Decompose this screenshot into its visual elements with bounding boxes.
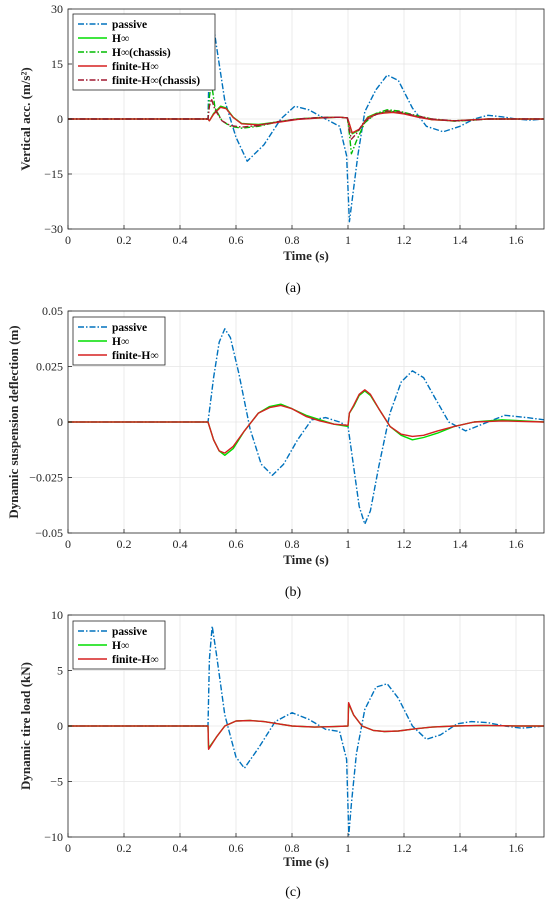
legend-entry: H∞ — [112, 336, 129, 348]
x-tick-label: 0.8 — [285, 537, 300, 551]
legend: passive H∞ finite-H∞ — [72, 316, 166, 366]
x-tick-label: 0.2 — [117, 841, 132, 855]
legend: passive H∞ H∞(chassis) finite-H∞ finite-H∞(c… — [72, 13, 216, 91]
x-tick-label: 0.8 — [285, 841, 300, 855]
x-tick-label: 0.6 — [229, 537, 244, 551]
legend-entry: finite-H∞ — [112, 654, 159, 666]
y-tick-label: −15 — [44, 167, 63, 181]
y-tick-label: 0.025 — [36, 360, 63, 374]
y-tick-label: 0.05 — [42, 304, 63, 318]
legend-entry: finite-H∞(chassis) — [112, 75, 200, 87]
y-tick-label: −0.05 — [35, 526, 63, 540]
series-line-passive — [68, 328, 545, 525]
y-tick-label: 10 — [51, 608, 63, 622]
x-tick-label: 0 — [65, 841, 71, 855]
x-tick-label: 0 — [65, 233, 71, 247]
x-tick-label: 1 — [345, 841, 351, 855]
series-line-finite-H∞ — [68, 702, 544, 750]
x-tick-label: 1.6 — [509, 537, 524, 551]
x-tick-label: 1.4 — [453, 537, 468, 551]
series-group — [68, 625, 545, 836]
y-tick-label: −0.025 — [29, 471, 63, 485]
y-tick-label: 5 — [57, 664, 63, 678]
series-line-passive — [68, 15, 545, 223]
y-tick-label: −5 — [50, 775, 63, 789]
y-tick-label: −10 — [44, 830, 63, 844]
series-line-finite-H∞(chassis) — [68, 98, 544, 140]
series-line-finite-H∞ — [68, 389, 545, 454]
legend: passive H∞ finite-H∞ — [72, 620, 166, 670]
x-tick-label: 1 — [345, 233, 351, 247]
x-tick-label: 0.4 — [173, 537, 188, 551]
x-tick-label: 0.6 — [229, 841, 244, 855]
x-tick-label: 1 — [345, 537, 351, 551]
x-axis-label: Time (s) — [283, 854, 329, 869]
ticks: 0 0.2 0.4 0.6 0.8 1 1.2 1.4 1.6 −30 −15 0 15 30 — [44, 2, 523, 247]
series-line-passive — [68, 625, 545, 836]
legend-entry: passive — [112, 626, 147, 638]
panel-label: (a) — [285, 281, 301, 296]
y-tick-label: 15 — [51, 57, 63, 71]
legend-box — [72, 13, 216, 91]
panel-label: (b) — [285, 585, 302, 600]
x-tick-label: 0.2 — [117, 233, 132, 247]
x-tick-label: 0.8 — [285, 233, 300, 247]
legend-entry: H∞ — [112, 33, 129, 45]
x-tick-label: 1.4 — [453, 841, 468, 855]
panel-label: (c) — [285, 885, 301, 900]
legend-entry: finite-H∞ — [112, 350, 159, 362]
x-tick-label: 1.6 — [509, 841, 524, 855]
chart-panel-c: 0 0.2 0.4 0.6 0.8 1 1.2 1.4 1.6 −10 −5 0 5 10 Time (s… — [18, 608, 545, 900]
series-group — [68, 15, 545, 223]
y-axis-label: Dynamic suspension deflection (m) — [6, 325, 21, 518]
y-tick-label: −30 — [44, 222, 63, 236]
x-tick-label: 0 — [65, 537, 71, 551]
x-tick-label: 0.2 — [117, 537, 132, 551]
legend-entry: H∞(chassis) — [112, 47, 171, 59]
x-tick-label: 0.4 — [173, 841, 188, 855]
series-group — [68, 328, 545, 525]
y-tick-label: 0 — [57, 719, 63, 733]
legend-entry: passive — [112, 322, 147, 334]
x-tick-label: 1.2 — [397, 841, 412, 855]
legend-entry: passive — [112, 19, 147, 31]
chart-panel-a: 0 0.2 0.4 0.6 0.8 1 1.2 1.4 1.6 −30 −15 0 15 30 Time … — [18, 2, 545, 296]
chart-panel-b: 0 0.2 0.4 0.6 0.8 1 1.2 1.4 1.6 −0.05 −0.025 0 0.025… — [6, 304, 545, 600]
x-tick-label: 0.6 — [229, 233, 244, 247]
legend-entry: H∞ — [112, 640, 129, 652]
x-axis-label: Time (s) — [283, 552, 329, 567]
x-tick-label: 1.6 — [509, 233, 524, 247]
y-axis-label: Vertical acc. (m/s²) — [18, 67, 33, 170]
ticks: 0 0.2 0.4 0.6 0.8 1 1.2 1.4 1.6 −0.05 −0.025 0 0.025… — [29, 304, 523, 551]
y-tick-label: 0 — [57, 112, 63, 126]
x-tick-label: 1.4 — [453, 233, 468, 247]
y-tick-label: 30 — [51, 2, 63, 16]
x-axis-label: Time (s) — [283, 248, 329, 263]
x-tick-label: 1.2 — [397, 233, 412, 247]
x-tick-label: 1.2 — [397, 537, 412, 551]
legend-entry: finite-H∞ — [112, 61, 159, 73]
ticks: 0 0.2 0.4 0.6 0.8 1 1.2 1.4 1.6 −10 −5 0 5 10 — [44, 608, 523, 855]
y-tick-label: 0 — [57, 415, 63, 429]
x-tick-label: 0.4 — [173, 233, 188, 247]
y-axis-label: Dynamic tire load (kN) — [18, 662, 33, 790]
